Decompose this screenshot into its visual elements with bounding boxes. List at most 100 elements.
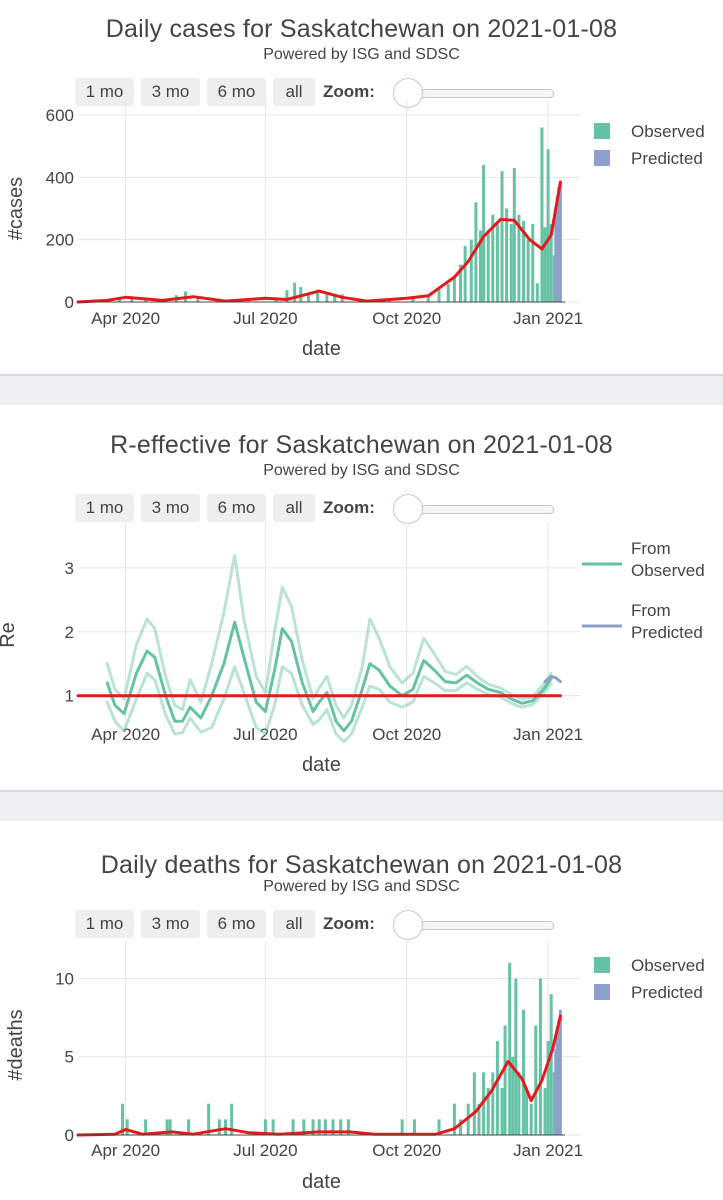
range-6mo-button[interactable]: 6 mo bbox=[207, 494, 266, 522]
range-6mo-button[interactable]: 6 mo bbox=[207, 78, 266, 106]
observed-bar[interactable] bbox=[463, 245, 467, 302]
range-all-button[interactable]: all bbox=[273, 494, 315, 522]
predicted-bar[interactable] bbox=[554, 1048, 558, 1135]
observed-bar[interactable] bbox=[426, 295, 430, 302]
legend-predicted-swatch[interactable] bbox=[594, 984, 610, 1000]
observed-bar[interactable] bbox=[339, 1119, 343, 1135]
observed-bar[interactable] bbox=[517, 214, 521, 302]
observed-bar[interactable] bbox=[522, 1009, 526, 1135]
observed-re-line[interactable] bbox=[105, 620, 553, 733]
observed-bar[interactable] bbox=[217, 1119, 221, 1135]
range-6mo-button[interactable]: 6 mo bbox=[207, 910, 266, 938]
range-all-button[interactable]: all bbox=[273, 910, 315, 938]
observed-bar[interactable] bbox=[311, 1119, 315, 1135]
observed-bar[interactable] bbox=[437, 1119, 441, 1135]
observed-bar[interactable] bbox=[472, 1072, 476, 1135]
predicted-bar[interactable] bbox=[558, 1009, 562, 1135]
observed-bar[interactable] bbox=[552, 1072, 556, 1135]
observed-ci-line[interactable] bbox=[105, 553, 553, 720]
observed-bar[interactable] bbox=[482, 164, 486, 302]
observed-bar[interactable] bbox=[323, 1119, 327, 1135]
range-3mo-button[interactable]: 3 mo bbox=[141, 910, 200, 938]
predicted-bar[interactable] bbox=[557, 1020, 561, 1135]
observed-bar[interactable] bbox=[491, 1072, 495, 1135]
observed-bar[interactable] bbox=[412, 1119, 416, 1135]
observed-bar[interactable] bbox=[230, 1103, 234, 1135]
legend-observed-swatch[interactable] bbox=[594, 957, 610, 973]
observed-bar[interactable] bbox=[495, 1041, 499, 1135]
observed-bar[interactable] bbox=[291, 1119, 295, 1135]
observed-bar[interactable] bbox=[535, 283, 539, 302]
observed-bar[interactable] bbox=[503, 1025, 507, 1135]
observed-bar[interactable] bbox=[526, 239, 530, 302]
observed-bar[interactable] bbox=[477, 1103, 481, 1135]
observed-bar[interactable] bbox=[411, 297, 415, 302]
observed-bar[interactable] bbox=[538, 978, 542, 1135]
observed-bar[interactable] bbox=[486, 1088, 490, 1135]
observed-bar[interactable] bbox=[317, 1119, 321, 1135]
observed-bar[interactable] bbox=[400, 1119, 404, 1135]
range-1mo-button[interactable]: 1 mo bbox=[75, 910, 134, 938]
range-all-button[interactable]: all bbox=[273, 78, 315, 106]
observed-bar[interactable] bbox=[325, 293, 329, 302]
observed-bar[interactable] bbox=[125, 1119, 129, 1135]
zoom-slider-handle[interactable] bbox=[393, 910, 423, 940]
observed-bar[interactable] bbox=[316, 289, 320, 302]
observed-bar[interactable] bbox=[540, 127, 544, 302]
observed-bar[interactable] bbox=[469, 239, 473, 302]
observed-bar[interactable] bbox=[144, 1119, 148, 1135]
observed-bar[interactable] bbox=[549, 224, 553, 302]
observed-bar[interactable] bbox=[446, 283, 450, 302]
observed-bar[interactable] bbox=[263, 1119, 267, 1135]
predicted-bar[interactable] bbox=[554, 208, 558, 303]
observed-bar[interactable] bbox=[452, 1103, 456, 1135]
observed-bar[interactable] bbox=[534, 1025, 538, 1135]
observed-bar[interactable] bbox=[505, 208, 509, 303]
observed-ci-line[interactable] bbox=[105, 665, 553, 744]
range-1mo-button[interactable]: 1 mo bbox=[75, 78, 134, 106]
observed-bar[interactable] bbox=[529, 1103, 533, 1135]
observed-bar[interactable] bbox=[543, 1088, 547, 1135]
observed-bar[interactable] bbox=[187, 1119, 191, 1135]
observed-bar[interactable] bbox=[346, 1119, 350, 1135]
observed-bar[interactable] bbox=[333, 295, 337, 302]
range-1mo-button[interactable]: 1 mo bbox=[75, 494, 134, 522]
legend-predicted-swatch[interactable] bbox=[594, 150, 610, 166]
observed-bar[interactable] bbox=[552, 255, 556, 302]
observed-bar[interactable] bbox=[512, 167, 516, 302]
observed-bar[interactable] bbox=[474, 202, 478, 302]
predicted-bar[interactable] bbox=[557, 186, 561, 302]
observed-bar[interactable] bbox=[511, 1056, 515, 1135]
range-3mo-button[interactable]: 3 mo bbox=[141, 494, 200, 522]
observed-bar[interactable] bbox=[500, 171, 504, 302]
predicted-re-line[interactable] bbox=[543, 675, 562, 684]
observed-bar[interactable] bbox=[549, 994, 553, 1135]
observed-bar[interactable] bbox=[165, 1119, 169, 1135]
observed-bar[interactable] bbox=[285, 290, 289, 302]
predicted-bar[interactable] bbox=[558, 182, 562, 302]
observed-bar[interactable] bbox=[196, 298, 200, 302]
observed-bar[interactable] bbox=[531, 224, 535, 302]
observed-bar[interactable] bbox=[271, 1119, 275, 1135]
observed-bar[interactable] bbox=[525, 1088, 529, 1135]
trend-line[interactable] bbox=[76, 1014, 562, 1137]
observed-bar[interactable] bbox=[500, 1088, 504, 1135]
observed-bar[interactable] bbox=[331, 1119, 335, 1135]
observed-bar[interactable] bbox=[121, 1103, 125, 1135]
legend-observed-swatch[interactable] bbox=[594, 123, 610, 139]
zoom-slider-handle[interactable] bbox=[393, 494, 423, 524]
observed-bar[interactable] bbox=[302, 1119, 306, 1135]
observed-bar[interactable] bbox=[168, 1119, 172, 1135]
observed-bar[interactable] bbox=[452, 277, 456, 302]
observed-bar[interactable] bbox=[522, 220, 526, 302]
observed-bar[interactable] bbox=[508, 962, 512, 1135]
range-3mo-button[interactable]: 3 mo bbox=[141, 78, 200, 106]
observed-bar[interactable] bbox=[543, 227, 547, 302]
observed-bar[interactable] bbox=[479, 230, 483, 302]
observed-bar[interactable] bbox=[207, 1103, 211, 1135]
observed-bar[interactable] bbox=[459, 264, 463, 302]
observed-bar[interactable] bbox=[306, 292, 310, 302]
trend-line[interactable] bbox=[76, 180, 562, 304]
observed-bar[interactable] bbox=[491, 214, 495, 302]
observed-bar[interactable] bbox=[293, 282, 297, 302]
